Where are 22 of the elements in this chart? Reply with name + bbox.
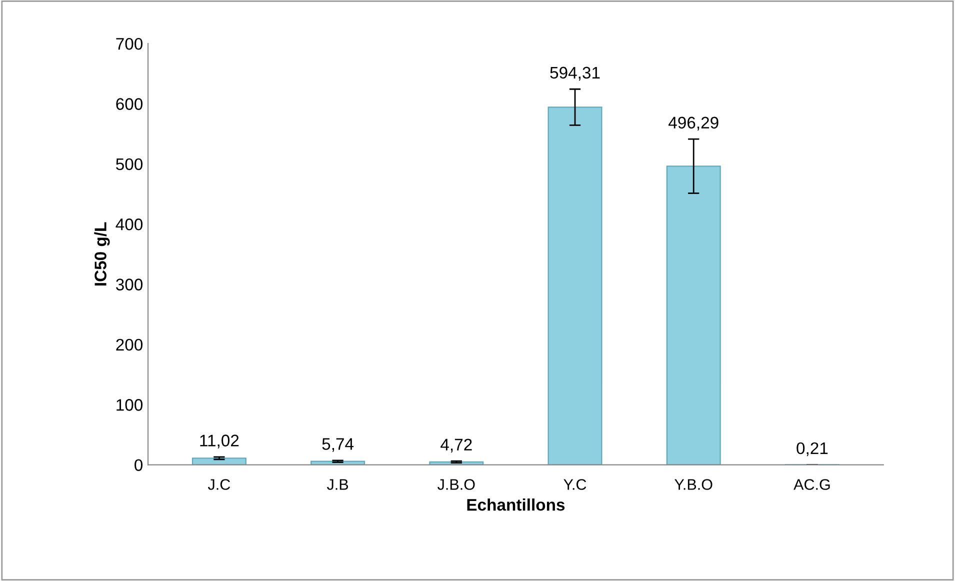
y-tick-label: 600: [116, 98, 143, 110]
data-label: 594,31: [550, 66, 600, 81]
y-axis-title: IC50 g/L: [94, 222, 110, 286]
y-tick-label: 700: [116, 38, 143, 50]
x-tick-label: Y.B.O: [674, 479, 712, 490]
x-tick-label: AC.G: [794, 479, 830, 490]
data-label: 0,21: [796, 442, 828, 456]
data-label: 4,72: [440, 438, 472, 453]
x-tick-label: Y.C: [564, 479, 586, 490]
x-tick-label: J.C: [208, 479, 230, 490]
y-tick-label: 100: [116, 399, 143, 411]
y-tick-label: 500: [116, 158, 143, 170]
data-label: 5,74: [322, 438, 354, 452]
y-tick-label: 400: [116, 218, 143, 230]
x-tick-label: J.B.O: [438, 479, 475, 490]
data-label: 496,29: [668, 116, 718, 131]
y-tick-label: 0: [134, 459, 143, 472]
x-axis-title: Echantillons: [467, 498, 565, 511]
x-tick-label: J.B: [326, 479, 348, 490]
y-tick-label: 200: [116, 338, 143, 351]
y-tick-label: 300: [116, 278, 143, 290]
data-label: 11,02: [200, 434, 239, 448]
